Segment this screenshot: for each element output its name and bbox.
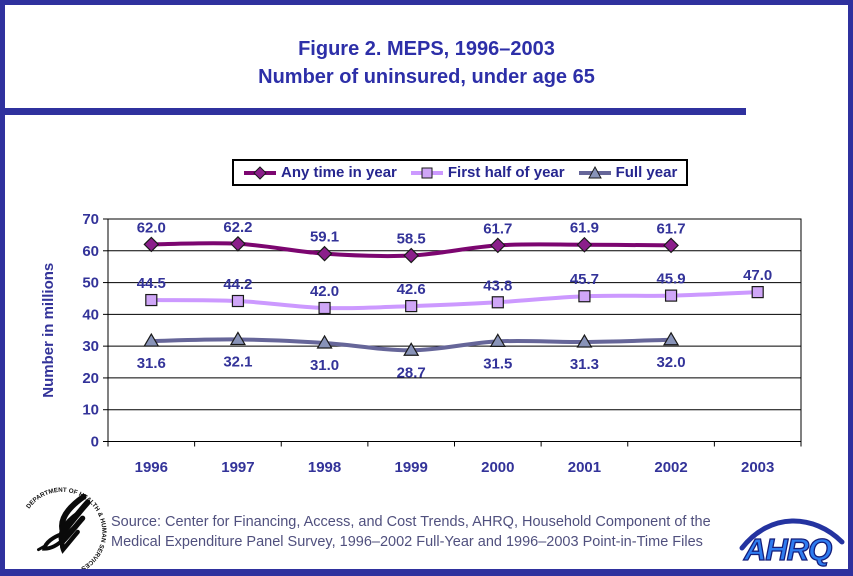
legend-label: Any time in year (281, 164, 397, 181)
data-label: 61.9 (570, 220, 599, 237)
y-tick-label: 0 (91, 434, 99, 451)
data-label: 44.2 (223, 276, 252, 293)
legend: Any time in year First half of year Full y… (232, 159, 689, 186)
data-label: 59.1 (310, 229, 339, 246)
x-tick-label: 1997 (221, 459, 254, 476)
data-label: 44.5 (137, 275, 166, 292)
title-divider (5, 108, 746, 115)
chart-title-line2: Number of uninsured, under age 65 (258, 66, 595, 88)
data-label: 61.7 (483, 220, 512, 237)
data-point-diamond (230, 235, 246, 252)
data-point-square (231, 294, 245, 308)
legend-triangle-icon (578, 165, 611, 178)
ahrq-logo: AHRQ (739, 518, 845, 568)
line-chart: 0 10 20 30 40 50 60 70 1996 1997 1998 1999 2000 2001 2… (40, 211, 802, 476)
data-label: 31.3 (570, 356, 599, 373)
legend-label: Full year (615, 164, 678, 181)
x-tick-label: 2003 (741, 459, 774, 476)
data-label: 61.7 (656, 220, 685, 237)
data-point-square (751, 286, 764, 299)
data-label: 32.0 (656, 354, 685, 371)
data-label: 42.6 (397, 281, 426, 298)
data-label: 42.0 (310, 283, 339, 300)
data-label: 45.7 (570, 271, 599, 288)
x-tick-label: 2001 (568, 459, 601, 476)
data-label: 31.5 (483, 355, 512, 372)
y-tick-label: 70 (82, 211, 99, 228)
data-label: 62.0 (137, 219, 166, 236)
data-label: 32.1 (223, 353, 252, 370)
y-tick-label: 30 (82, 338, 99, 355)
data-point-square (664, 289, 678, 302)
data-point-diamond (143, 236, 160, 253)
data-point-diamond (489, 237, 506, 254)
chart-title: Figure 2. MEPS, 1996–2003 Number of unin… (5, 35, 848, 91)
data-point-triangle (143, 332, 160, 347)
ahrq-logo-text: AHRQ (743, 532, 832, 567)
eagle-icon (37, 493, 91, 554)
data-point-square (318, 301, 331, 315)
data-point-diamond (316, 245, 333, 262)
source-note: Source: Center for Financing, Access, an… (111, 514, 711, 550)
legend-item: Any time in year (243, 164, 397, 181)
data-point-square (578, 290, 591, 303)
data-label: 31.6 (137, 355, 166, 372)
data-point-diamond (663, 237, 679, 254)
y-tick-label: 50 (82, 275, 99, 292)
legend-item: First half of year (410, 164, 565, 181)
data-label: 58.5 (397, 231, 426, 248)
legend-diamond-icon (244, 165, 276, 180)
data-label: 47.0 (743, 267, 772, 284)
hhs-eagle-logo: DEPARTMENT OF HEALTH & HUMAN SERVICES • … (25, 487, 107, 569)
data-label: 45.9 (656, 271, 685, 288)
data-label: 62.2 (223, 219, 252, 236)
plot-area (107, 218, 802, 442)
x-tick-label: 2002 (654, 459, 687, 476)
y-tick-label: 20 (82, 370, 99, 387)
data-point-square (405, 299, 418, 313)
x-tick-label: 1998 (308, 459, 341, 476)
series-line (151, 290, 758, 311)
data-point-triangle (489, 333, 506, 347)
data-label: 28.7 (397, 364, 426, 381)
data-point-triangle (663, 331, 680, 346)
x-tick-label: 1999 (395, 459, 428, 476)
x-tick-label: 2000 (481, 459, 514, 476)
legend-label: First half of year (447, 164, 565, 181)
y-tick-label: 40 (82, 306, 99, 323)
data-label: 43.8 (483, 277, 512, 294)
data-point-triangle (316, 334, 333, 349)
y-axis-title: Number in millions (40, 263, 57, 398)
legend-square-icon (410, 167, 443, 178)
data-point-triangle (576, 333, 593, 348)
data-point-square (491, 296, 504, 309)
y-tick-label: 60 (82, 243, 99, 260)
data-point-square (145, 293, 158, 307)
legend-item: Full year (578, 164, 678, 181)
data-point-diamond (576, 236, 593, 253)
data-point-triangle (403, 342, 420, 356)
y-tick-label: 10 (82, 402, 99, 419)
data-label: 31.0 (310, 357, 339, 374)
data-point-triangle (229, 331, 246, 346)
ahrq-swoosh-icon (739, 518, 845, 551)
chart-title-line1: Figure 2. MEPS, 1996–2003 (298, 38, 555, 60)
data-point-diamond (403, 247, 420, 264)
x-tick-label: 1996 (135, 459, 168, 476)
